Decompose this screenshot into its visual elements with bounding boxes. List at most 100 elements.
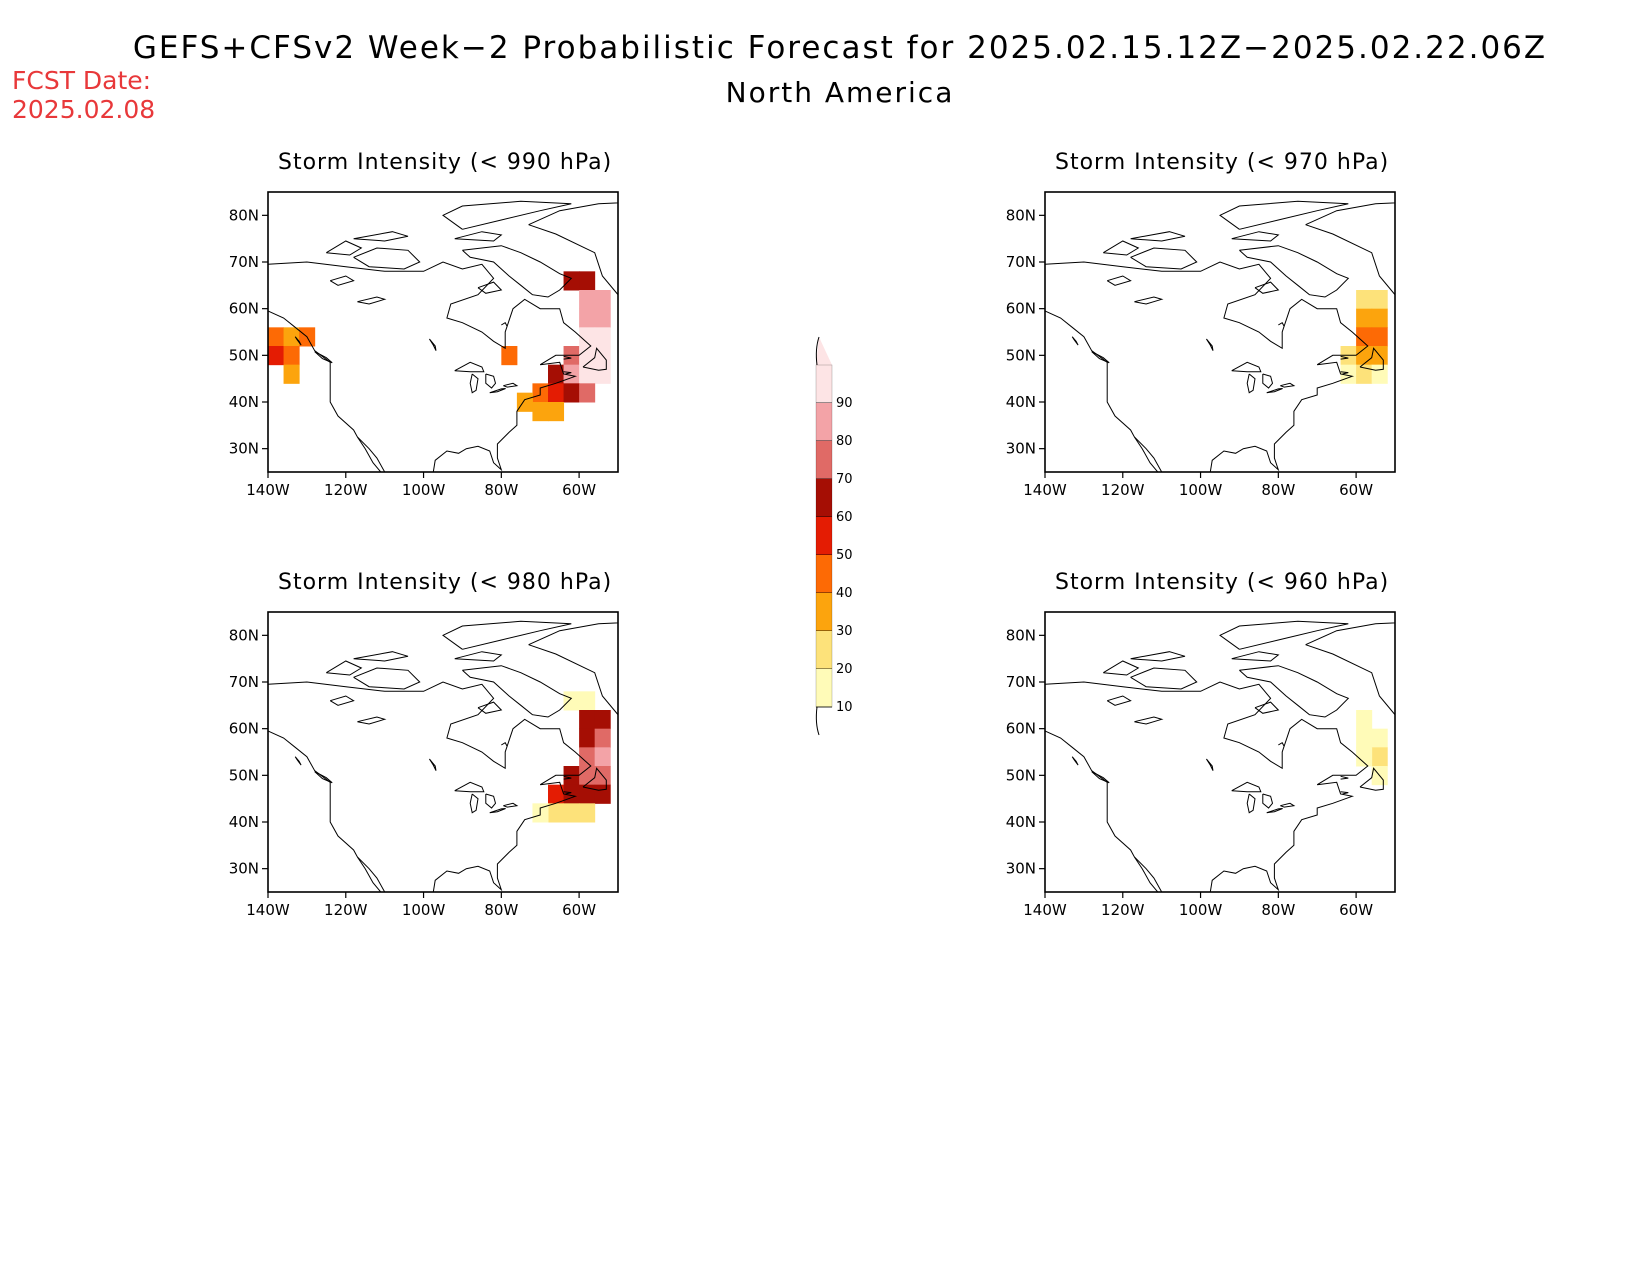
prob-cell xyxy=(268,346,285,366)
colorbar-cap-top xyxy=(816,337,832,365)
colorbar-label: 40 xyxy=(836,586,853,601)
prob-cell xyxy=(594,290,611,310)
lat-tick-label: 80N xyxy=(1006,206,1036,224)
colorbar-label: 30 xyxy=(836,624,853,639)
lat-tick-label: 30N xyxy=(229,440,259,458)
coastline xyxy=(1134,716,1164,725)
coastline xyxy=(357,716,387,725)
prob-cell xyxy=(1356,308,1373,328)
lon-tick-label: 120W xyxy=(1101,481,1145,499)
coastline xyxy=(501,742,508,747)
prob-cell xyxy=(1356,290,1373,310)
lon-tick-label: 60W xyxy=(1339,901,1373,919)
coastline xyxy=(1266,388,1283,394)
prob-cell xyxy=(579,784,596,804)
prob-cell xyxy=(594,710,611,730)
coastline xyxy=(1231,651,1280,662)
lon-tick-label: 100W xyxy=(402,901,446,919)
page-subtitle: North America xyxy=(725,76,955,109)
coastline xyxy=(469,373,479,394)
prob-cell xyxy=(579,710,596,730)
coastline xyxy=(503,382,519,388)
coastline xyxy=(1278,742,1285,747)
coastline xyxy=(353,231,409,242)
colorbar-label: 60 xyxy=(836,510,853,525)
map-panel-980: Storm Intensity (< 980 hPa) 140W 120W 100W… xyxy=(200,570,650,950)
coastline xyxy=(1278,322,1285,327)
coastline xyxy=(314,771,333,784)
prob-cell xyxy=(579,327,596,347)
coastline xyxy=(353,667,421,690)
colorbar-frame xyxy=(815,364,833,708)
prob-cell xyxy=(579,803,596,823)
coastline xyxy=(563,775,572,780)
coastline xyxy=(489,808,506,814)
map-panel-990: Storm Intensity (< 990 hPa) 140W 120W 100W… xyxy=(200,150,650,530)
coastline xyxy=(1340,371,1349,375)
panel-title-990: Storm Intensity (< 990 hPa) xyxy=(278,150,613,175)
coastline xyxy=(1205,338,1214,351)
coastline xyxy=(501,322,508,327)
coastline xyxy=(1106,275,1132,286)
prob-cell xyxy=(563,803,580,823)
lat-tick-label: 40N xyxy=(229,393,259,411)
coastline xyxy=(428,338,437,351)
coastline xyxy=(353,247,421,270)
coastline xyxy=(1130,231,1186,242)
lon-tick-label: 100W xyxy=(1179,481,1223,499)
colorbar-segment xyxy=(816,517,832,555)
coastline xyxy=(1305,202,1395,296)
colorbar-label: 50 xyxy=(836,548,853,563)
coastline xyxy=(1231,231,1280,242)
prob-cell xyxy=(1356,710,1373,730)
map-frame xyxy=(267,191,619,473)
coastline xyxy=(326,660,363,676)
lon-tick-label: 60W xyxy=(1339,481,1373,499)
lat-tick-label: 60N xyxy=(1006,720,1036,738)
coastline xyxy=(1130,651,1186,662)
colorbar-segment xyxy=(816,441,832,479)
coastline xyxy=(1045,730,1163,892)
prob-cell xyxy=(1356,364,1373,384)
prob-cell xyxy=(563,271,580,291)
coastline xyxy=(1091,771,1110,784)
lat-tick-label: 30N xyxy=(1006,860,1036,878)
coastline xyxy=(1103,660,1140,676)
coastline xyxy=(1133,436,1159,472)
prob-cell xyxy=(516,392,533,412)
prob-cell xyxy=(594,784,611,804)
colorbar-segment xyxy=(816,403,832,441)
colorbar: 10 20 30 40 50 60 70 80 90 xyxy=(815,336,853,736)
coastline xyxy=(1071,756,1079,766)
coastline xyxy=(563,371,572,375)
prob-cell xyxy=(563,383,580,403)
coastline xyxy=(1205,758,1214,771)
lat-tick-label: 60N xyxy=(229,720,259,738)
coastline xyxy=(356,436,382,472)
lat-tick-label: 50N xyxy=(1006,346,1036,364)
prob-cell xyxy=(579,691,596,711)
lat-tick-label: 80N xyxy=(229,206,259,224)
lat-tick-label: 80N xyxy=(1006,626,1036,644)
coastline xyxy=(268,261,592,472)
prob-cell xyxy=(563,691,580,711)
lon-tick-label: 80W xyxy=(484,901,518,919)
lon-tick-label: 80W xyxy=(1261,901,1295,919)
colorbar-label: 80 xyxy=(836,434,853,449)
lon-tick-label: 80W xyxy=(484,481,518,499)
heatmap-cells xyxy=(532,691,611,823)
coastline xyxy=(1239,665,1350,718)
prob-cell xyxy=(548,383,565,403)
lon-tick-label: 100W xyxy=(402,481,446,499)
coastline xyxy=(528,622,618,716)
lon-tick-label: 140W xyxy=(246,901,290,919)
prob-cell xyxy=(548,784,565,804)
prob-cell xyxy=(594,308,611,328)
lon-tick-label: 100W xyxy=(1179,901,1223,919)
coastline xyxy=(454,781,485,793)
prob-cell xyxy=(532,402,549,422)
coastline xyxy=(469,793,479,814)
colorbar-label: 90 xyxy=(836,396,853,411)
coastline xyxy=(1219,200,1349,230)
coastline xyxy=(326,240,363,256)
